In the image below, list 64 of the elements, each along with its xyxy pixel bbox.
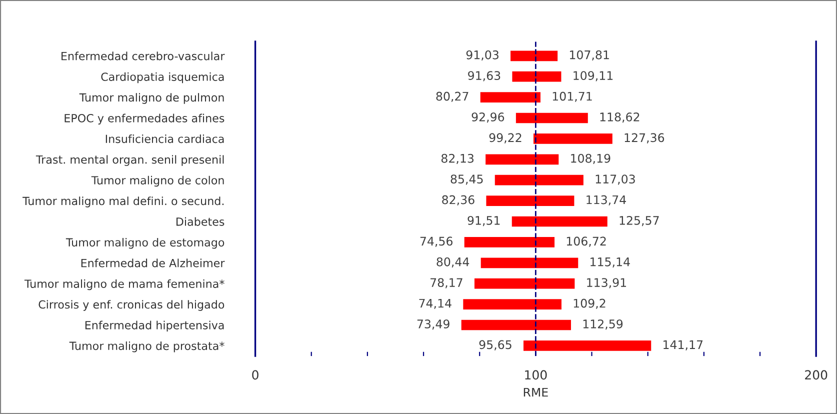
annotation: 78,17 [430,278,462,288]
x-tick-label: 200 [805,370,828,380]
bar [464,237,555,248]
bar [480,258,578,268]
y-tick-label: Trast. mental organ. senil presenil [36,155,224,166]
y-tick-label: Tumor maligno de estomago [66,238,224,249]
annotation: 106,72 [566,236,606,247]
annotation: 141,17 [664,340,703,350]
annotation: 82,13 [441,154,474,164]
x-tick-label: 100 [525,370,547,380]
y-tick-label: Tumor maligno de colon [91,176,224,187]
annotation: 115,14 [590,258,630,268]
annotation: 74,56 [420,236,452,247]
y-tick-label: Tumor maligno de mama femenina* [24,279,224,290]
annotation: 91,51 [468,216,500,226]
bar [523,340,652,351]
y-tick-label: Enfermedad cerebro-vascular [62,52,225,60]
y-tick-label: Tumor maligno de pulmon [79,93,224,104]
annotation: 117,03 [596,174,635,185]
annotation: 107,81 [570,50,609,61]
y-tick-label: Cirrosis y enf. cronicas del higado [38,300,224,311]
annotation: 109,2 [574,298,606,309]
annotation: 73,49 [417,319,450,330]
annotation: 91,03 [466,50,498,61]
bar [533,134,612,144]
annotation: 109,11 [574,71,613,82]
y-tick-label: Enfermedad hipertensiva [85,320,224,332]
y-tick-label: EPOC y enfermedades afines [64,114,224,125]
bar [512,71,562,82]
bar [463,299,562,310]
annotation: 127,36 [624,133,664,144]
annotation: 92,96 [472,112,504,123]
annotation: 108,19 [571,154,610,164]
annotation: 80,44 [436,257,470,268]
y-tick-label: Insuficiencia cardiaca [106,134,224,144]
y-tick-label: Tumor maligno mal defini. o secund. [22,196,224,208]
y-tick-label: Diabetes [176,217,224,226]
annotation: 125,57 [620,216,659,226]
annotation: 91,63 [468,71,500,82]
annotation: 113,91 [587,278,626,288]
bar [494,174,584,186]
annotation: 82,36 [442,195,474,206]
x-tick-label: 0 [252,370,258,380]
bar [474,278,575,289]
bar [486,154,559,165]
bar [510,50,558,62]
bar [512,216,608,227]
annotation: 99,22 [489,133,522,144]
annotation: 101,71 [552,92,592,102]
bar [461,320,571,330]
annotation: 95,65 [479,340,512,350]
y-tick-label: Cardiopatia isquemica [101,72,224,84]
annotation: 74,14 [419,298,452,309]
bar [516,112,588,124]
annotation: 113,74 [586,195,626,206]
annotation: 80,27 [436,92,468,102]
x-axis-title: RME [524,388,548,397]
y-tick-label: Enfermedad de Alzheimer [81,258,225,268]
y-tick-label: Tumor maligno de prostata* [69,341,224,352]
annotation: 85,45 [450,174,483,185]
bar [486,196,574,206]
annotation: 112,59 [583,319,623,330]
annotation: 118,62 [600,112,640,123]
bar [480,92,540,102]
